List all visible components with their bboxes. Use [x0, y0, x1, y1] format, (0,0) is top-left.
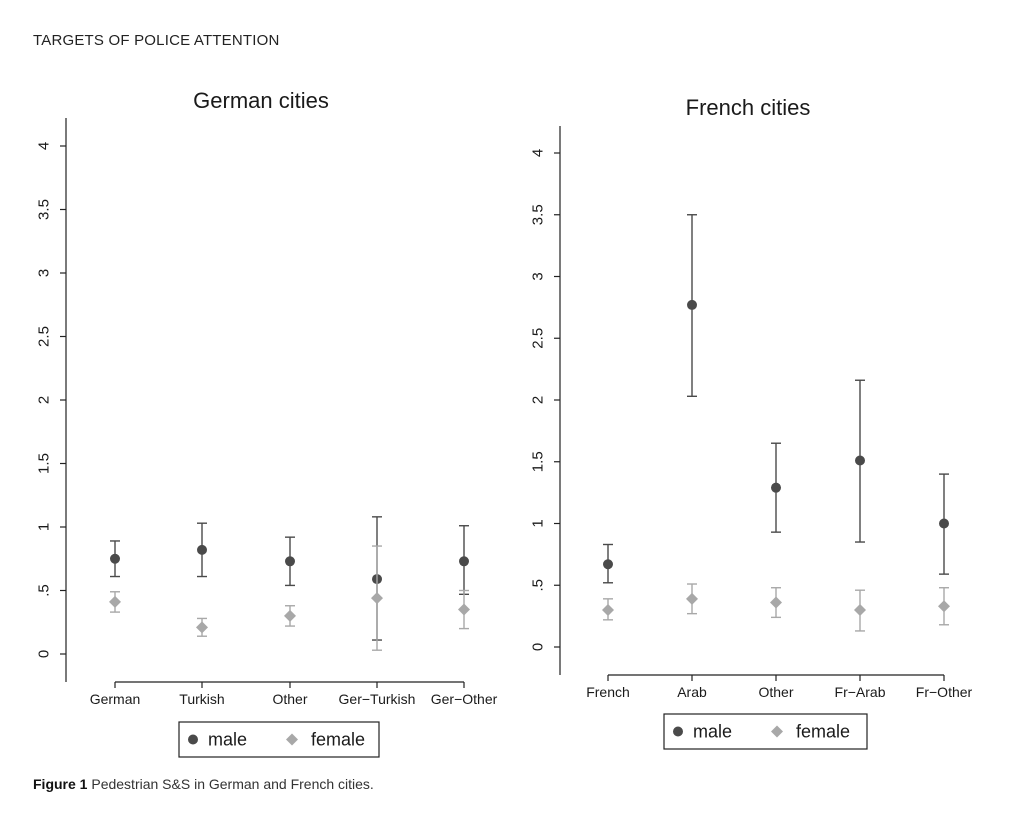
legend-marker-male [673, 726, 683, 737]
data-point-female [196, 621, 208, 634]
data-point-female [284, 609, 296, 622]
chart-title: French cities [686, 95, 811, 120]
y-tick-label: 1 [36, 523, 53, 531]
data-point-female [854, 603, 866, 616]
x-tick-label: Other [272, 691, 307, 707]
chart-title: German cities [193, 88, 329, 113]
data-point-male [110, 553, 120, 564]
y-tick-label: 0 [36, 650, 53, 658]
data-point-male [603, 559, 613, 570]
y-tick-label: 2.5 [36, 326, 53, 347]
caption-text: Pedestrian S&S in German and French citi… [87, 776, 374, 792]
y-tick-label: 0 [530, 643, 547, 651]
legend-label-female: female [796, 722, 850, 742]
data-point-male [855, 455, 865, 466]
data-point-female [770, 596, 782, 609]
figure-caption: Figure 1 Pedestrian S&S in German and Fr… [33, 776, 374, 792]
x-tick-label: Ger−Turkish [339, 691, 416, 707]
legend-label-male: male [208, 730, 247, 750]
legend-label-female: female [311, 730, 365, 750]
y-tick-label: 2.5 [530, 328, 547, 349]
legend-marker-male [188, 734, 198, 745]
page-header: TARGETS OF POLICE ATTENTION [33, 32, 280, 49]
x-tick-label: Turkish [179, 691, 224, 707]
legend-box [178, 721, 380, 758]
x-tick-label: Ger−Other [431, 691, 498, 707]
y-tick-label: 4 [36, 142, 53, 150]
legend-marker-female [771, 725, 783, 738]
x-tick-label: Fr−Other [916, 684, 973, 700]
y-tick-label: 1.5 [36, 453, 53, 474]
data-point-female [109, 595, 121, 608]
x-tick-label: Other [758, 684, 793, 700]
chart-panel-1: French cities 0 .5 1 1.5 2 2.5 3 3.5 4 French Arab O… [530, 95, 973, 750]
y-tick-label: 3 [36, 269, 53, 277]
data-point-female [938, 600, 950, 613]
data-point-female [458, 603, 470, 616]
x-tick-label: German [90, 691, 141, 707]
y-tick-label: 2 [530, 396, 547, 404]
legend-marker-female [286, 733, 298, 746]
y-tick-label: 1.5 [530, 451, 547, 472]
chart-legend: male female [663, 713, 868, 750]
data-point-female [602, 603, 614, 616]
x-tick-label: Arab [677, 684, 707, 700]
y-tick-label: 1 [530, 519, 547, 527]
chart-legend: male female [178, 721, 380, 758]
y-tick-label: 3 [530, 272, 547, 280]
y-tick-label: 2 [36, 396, 53, 404]
data-point-male [197, 544, 207, 555]
x-tick-label: French [586, 684, 630, 700]
data-point-female [686, 592, 698, 605]
data-point-male [939, 518, 949, 529]
y-tick-label: 3.5 [36, 199, 53, 220]
chart-panel-0: German cities 0 .5 1 1.5 2 2.5 3 3.5 4 German Turki… [36, 88, 498, 758]
data-point-male [771, 482, 781, 493]
y-tick-label: .5 [36, 584, 53, 597]
y-tick-label: 4 [530, 149, 547, 157]
x-tick-label: Fr−Arab [835, 684, 886, 700]
data-point-male [687, 299, 697, 310]
caption-label: Figure 1 [33, 776, 88, 792]
y-tick-label: .5 [530, 579, 547, 592]
data-point-female [371, 592, 383, 605]
y-tick-label: 3.5 [530, 204, 547, 225]
legend-box [663, 713, 868, 750]
legend-label-male: male [693, 722, 732, 742]
data-point-male [285, 556, 295, 567]
data-point-male [459, 556, 469, 567]
